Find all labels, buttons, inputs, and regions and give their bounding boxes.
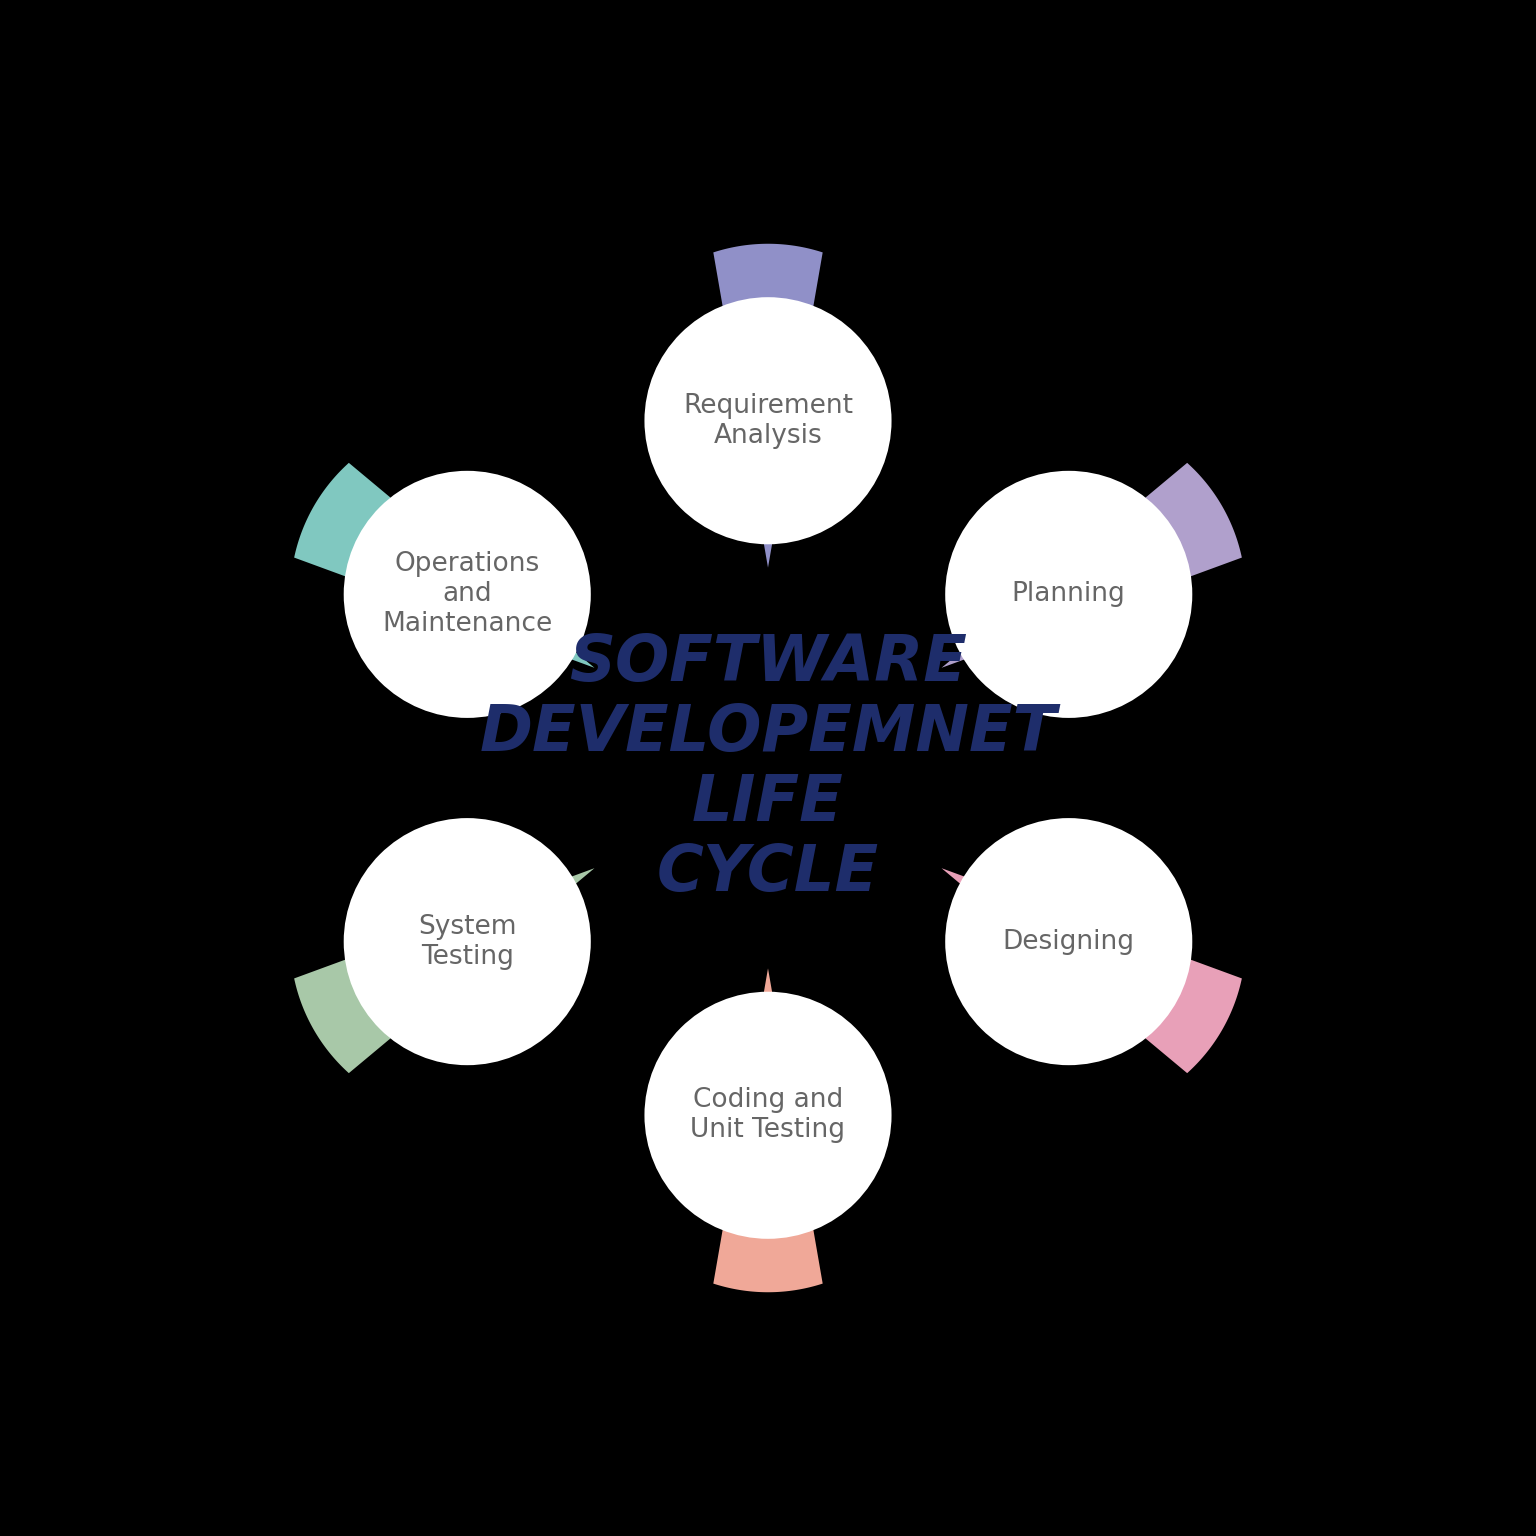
Polygon shape (295, 462, 594, 668)
Polygon shape (713, 968, 823, 1292)
Circle shape (645, 992, 891, 1240)
Text: LIFE: LIFE (693, 773, 843, 834)
Text: Requirement
Analysis: Requirement Analysis (684, 393, 852, 449)
Circle shape (344, 472, 591, 717)
Circle shape (945, 472, 1192, 717)
Circle shape (645, 296, 891, 544)
Circle shape (344, 819, 591, 1064)
Text: DEVELOPEMNET: DEVELOPEMNET (479, 702, 1057, 763)
Text: Coding and
Unit Testing: Coding and Unit Testing (691, 1087, 845, 1143)
Text: Operations
and
Maintenance: Operations and Maintenance (382, 551, 553, 637)
Polygon shape (713, 244, 823, 568)
Text: Designing: Designing (1003, 929, 1135, 955)
Circle shape (945, 819, 1192, 1064)
Text: CYCLE: CYCLE (657, 842, 879, 905)
Text: SOFTWARE: SOFTWARE (568, 631, 968, 694)
Text: Planning: Planning (1012, 581, 1126, 607)
Polygon shape (295, 868, 594, 1074)
Text: System
Testing: System Testing (418, 914, 516, 969)
Polygon shape (942, 462, 1241, 668)
Polygon shape (942, 868, 1241, 1074)
